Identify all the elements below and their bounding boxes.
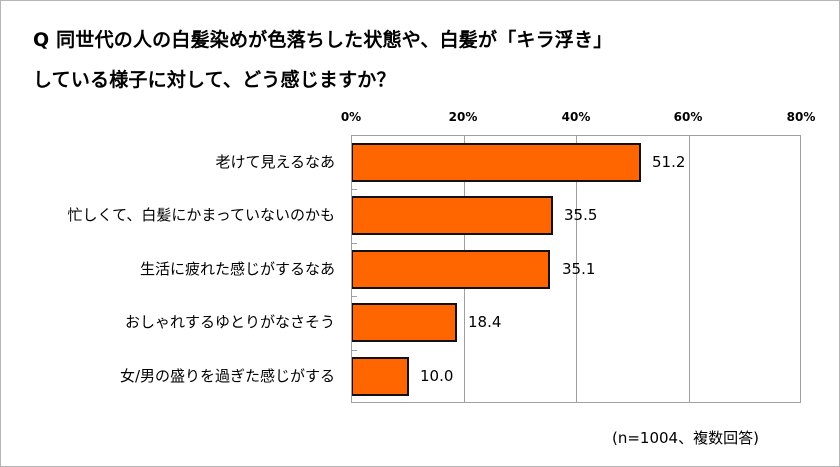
bar-1 <box>352 196 553 235</box>
y-tick <box>352 350 357 351</box>
bar-2 <box>352 250 550 289</box>
bar-4 <box>352 357 409 396</box>
x-tick-label-40: 40% <box>561 110 591 124</box>
bar-0 <box>352 143 641 182</box>
bar-value-4: 10.0 <box>420 367 454 385</box>
plot-area: 51.2 35.5 35.1 18.4 10.0 <box>351 135 801 403</box>
y-tick <box>352 296 357 297</box>
category-label-3: おしゃれするゆとりがなさそう <box>124 313 335 331</box>
x-tick-label-0: 0% <box>340 110 362 124</box>
bar-value-0: 51.2 <box>652 153 686 171</box>
bar-value-3: 18.4 <box>468 313 502 331</box>
category-label-0: 老けて見えるなあ <box>215 153 335 171</box>
x-tick-label-80: 80% <box>786 110 816 124</box>
gridline-40 <box>576 136 577 402</box>
x-tick-label-20: 20% <box>448 110 478 124</box>
y-tick <box>352 243 357 244</box>
x-tick-label-60: 60% <box>673 110 703 124</box>
y-tick <box>352 189 357 190</box>
category-label-4: 女/男の盛りを過ぎた感じがする <box>119 367 335 385</box>
title-line-1: Q 同世代の人の白髪染めが色落ちした状態や、白髪が「キラ浮き」 <box>33 29 613 51</box>
category-label-1: 忙しくて、白髪にかまっていないのかも <box>67 206 335 224</box>
bar-value-2: 35.1 <box>562 260 596 278</box>
bar-value-1: 35.5 <box>564 206 598 224</box>
gridline-60 <box>689 136 690 402</box>
bar-3 <box>352 303 457 342</box>
chart-title: Q 同世代の人の白髪染めが色落ちした状態や、白髪が「キラ浮き」 している様子に対… <box>33 20 612 100</box>
sample-note: (n=1004、複数回答) <box>612 429 759 447</box>
title-line-2: している様子に対して、どう感じますか？ <box>33 69 396 91</box>
category-label-2: 生活に疲れた感じがするなあ <box>139 260 335 278</box>
